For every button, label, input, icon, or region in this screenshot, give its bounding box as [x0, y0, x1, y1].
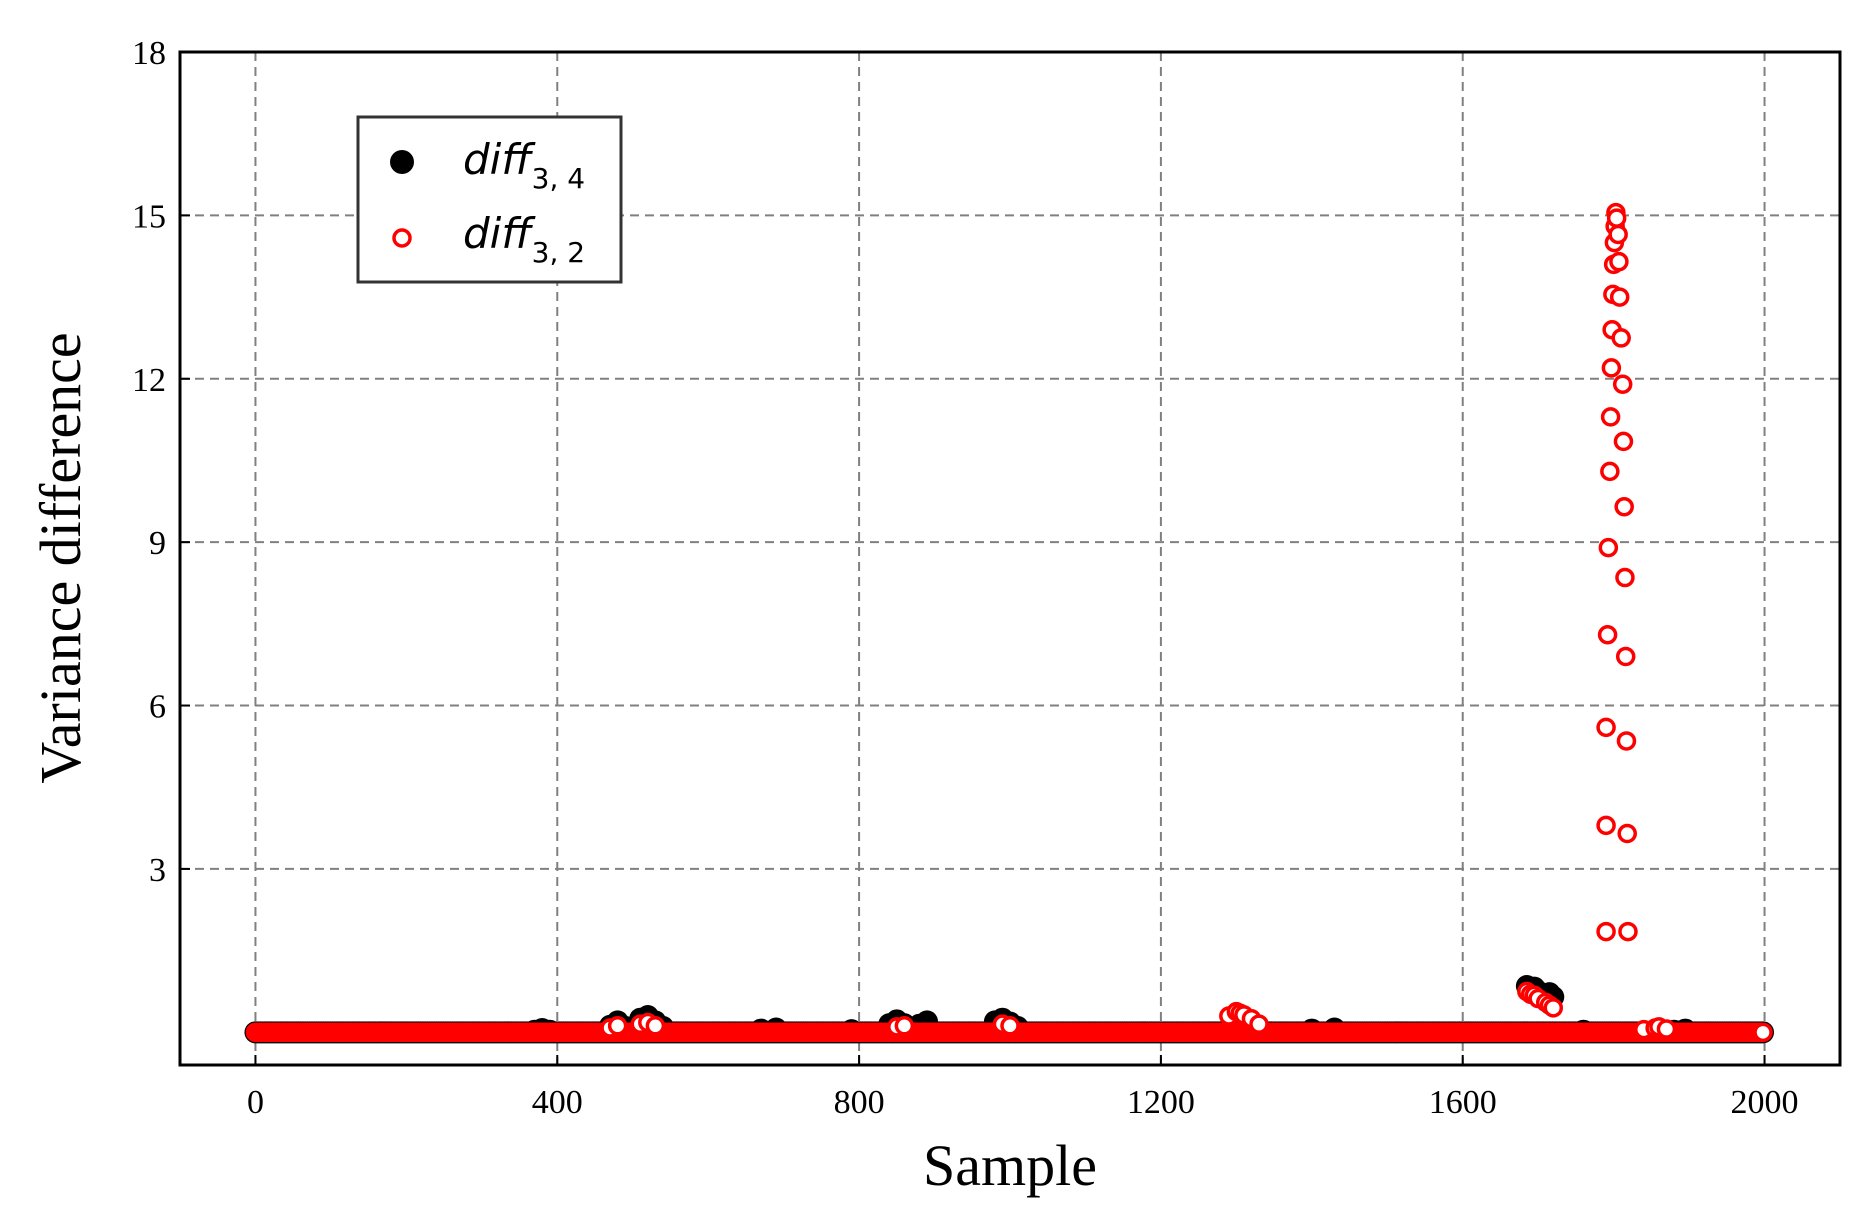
legend-name-1: diff — [463, 135, 536, 184]
series-2-point — [1000, 1016, 1020, 1036]
series-2-point — [1596, 921, 1616, 942]
series-2-point — [1616, 731, 1637, 751]
legend-subscript-2: 3, 2 — [532, 236, 585, 269]
series-2-point — [1601, 358, 1622, 378]
legend-name-2: diff — [463, 209, 536, 258]
axis-ticks: 0 400 800 1200 1600 2000 3 6 9 12 15 18 — [132, 35, 1799, 1121]
series-2-point — [1596, 717, 1616, 738]
series-2-point — [1615, 646, 1636, 667]
x-tick-label: 400 — [532, 1084, 583, 1121]
series-2-point — [1598, 537, 1619, 558]
series-2-point — [1614, 497, 1634, 517]
y-axis-label: Variance difference — [28, 332, 93, 783]
y-tick-label: 9 — [149, 525, 166, 562]
x-tick-label: 0 — [247, 1084, 264, 1121]
y-tick-label: 15 — [132, 198, 166, 235]
series-2-point — [1612, 374, 1633, 394]
series-2-point — [1611, 328, 1631, 348]
x-tick-label: 1200 — [1127, 1084, 1195, 1121]
y-tick-label: 18 — [132, 35, 166, 72]
series-2-point — [1596, 815, 1616, 836]
y-tick-label: 12 — [132, 362, 166, 399]
series-2-point — [1608, 224, 1628, 245]
series-2-baseline-point — [1753, 1022, 1773, 1043]
x-tick-label: 1600 — [1429, 1084, 1497, 1121]
y-tick-label: 3 — [149, 852, 166, 889]
series-2-point — [1600, 407, 1621, 427]
legend-box — [356, 115, 623, 284]
x-axis-label: Sample — [923, 1133, 1097, 1198]
legend-subscript-1: 3, 4 — [532, 162, 585, 195]
series-2-point — [1615, 567, 1635, 588]
y-tick-label: 6 — [149, 689, 166, 726]
series-2-point — [894, 1016, 915, 1036]
series-2-point — [1617, 823, 1637, 844]
plot-area-frame — [178, 50, 1842, 1067]
data-points — [244, 202, 1775, 1044]
series-2-point — [1609, 287, 1630, 307]
series-2-point — [1618, 921, 1638, 942]
series-2-point — [1609, 251, 1629, 272]
series-2-point — [1606, 208, 1627, 228]
series-2-point — [1613, 431, 1634, 452]
series-2-point — [1600, 461, 1620, 482]
legend-marker-filled — [390, 150, 414, 174]
series-2-point — [1656, 1019, 1677, 1039]
series-2-point — [607, 1016, 628, 1036]
legend: diff3, 4 diff3, 2 — [356, 115, 623, 284]
legend-marker-open — [392, 228, 412, 248]
x-tick-label: 800 — [834, 1084, 885, 1121]
series-2-point — [1543, 998, 1564, 1018]
x-tick-label: 2000 — [1731, 1084, 1799, 1121]
series-2-point — [1597, 624, 1618, 645]
legend-label-1: diff3, 4 — [463, 135, 585, 195]
series-2-point — [645, 1016, 666, 1036]
series-2-point — [1249, 1014, 1269, 1034]
legend-label-2: diff3, 2 — [463, 209, 585, 269]
